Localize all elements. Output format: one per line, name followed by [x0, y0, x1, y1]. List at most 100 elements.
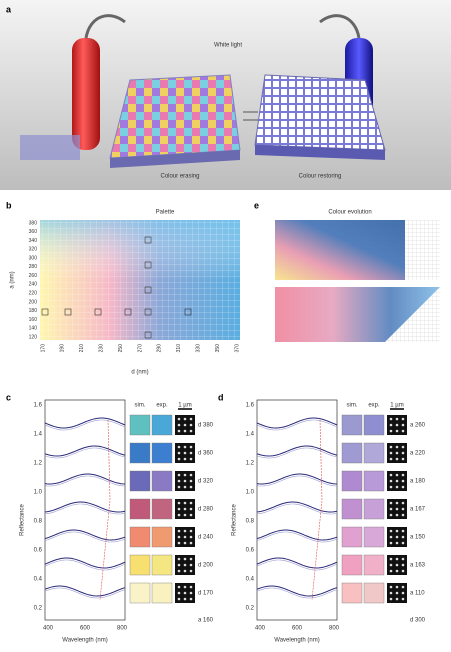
sem-dot [178, 486, 181, 489]
y-tick-label: 1.6 [34, 403, 43, 409]
row-label: a 163 [410, 563, 426, 569]
spectrum [45, 446, 125, 456]
y-tick-label: 1.0 [246, 490, 255, 496]
sim-swatch [342, 555, 362, 575]
y-tick-label: 320 [29, 247, 38, 253]
spectrum-exp [257, 476, 337, 486]
caption: Colour restoring [299, 174, 342, 180]
column-header: sim. [135, 403, 146, 409]
sem-dot [402, 418, 405, 421]
y-tick-label: 180 [29, 308, 38, 314]
y-axis-label: Reflectance [20, 503, 26, 535]
y-tick-label: 200 [29, 299, 38, 305]
x-axis-label: Wavelength (nm) [62, 638, 107, 644]
sem-dot [178, 480, 181, 483]
y-tick-label: 1.2 [34, 461, 43, 467]
sem-dot [184, 446, 187, 449]
sem-dot [178, 536, 181, 539]
sem-dot [396, 586, 399, 589]
sem-dot [402, 598, 405, 601]
sem-dot [190, 480, 193, 483]
y-axis-label: a (nm) [10, 271, 16, 288]
sem-dot [178, 564, 181, 567]
sem-dot [402, 558, 405, 561]
y-tick-label: 140 [29, 326, 38, 332]
sem-dot [396, 542, 399, 545]
x-tick-label: 170 [40, 344, 46, 353]
panel-label: b [6, 200, 12, 210]
sem-dot [190, 446, 193, 449]
sem-dot [184, 586, 187, 589]
sem-dot [396, 570, 399, 573]
x-axis-label: d (nm) [131, 370, 148, 376]
exp-swatch [364, 443, 384, 463]
sem-dot [184, 564, 187, 567]
exp-swatch [364, 583, 384, 603]
y-tick-label: 0.8 [34, 519, 43, 525]
y-tick-label: 0.6 [34, 548, 43, 554]
plot-frame [257, 400, 337, 620]
sem-dot [184, 452, 187, 455]
sim-swatch [130, 555, 150, 575]
sem-dot [390, 430, 393, 433]
x-tick-label: 270 [137, 344, 143, 353]
sem-dot [190, 502, 193, 505]
sem-dot [396, 502, 399, 505]
sem-dot [390, 508, 393, 511]
sem-dot [178, 458, 181, 461]
sem-dot [184, 530, 187, 533]
x-tick-label: 800 [117, 626, 128, 632]
sem-dot [390, 530, 393, 533]
sem-dot [190, 598, 193, 601]
red-cylinder [72, 38, 100, 150]
row-label: d 380 [198, 423, 214, 429]
sem-dot [178, 558, 181, 561]
sem-dot [190, 570, 193, 573]
sem-dot [178, 598, 181, 601]
column-header: 1 µm [178, 403, 191, 409]
exp-swatch [152, 527, 172, 547]
sem-dot [184, 536, 187, 539]
sem-dot [402, 486, 405, 489]
column-header: exp. [156, 403, 168, 409]
row-label: d 170 [198, 591, 214, 597]
sem-dot [402, 446, 405, 449]
exp-swatch [152, 471, 172, 491]
sem-dot [402, 458, 405, 461]
sem-dot [402, 592, 405, 595]
sem-dot [402, 542, 405, 545]
sim-swatch [130, 583, 150, 603]
sem-dot [390, 558, 393, 561]
spectrum [257, 558, 337, 568]
row-label: d 360 [198, 451, 214, 457]
sim-swatch [342, 471, 362, 491]
sem-dot [390, 542, 393, 545]
plot-frame [45, 400, 125, 620]
x-tick-label: 600 [292, 626, 303, 632]
x-tick-label: 330 [196, 344, 202, 353]
spectrum-exp [45, 560, 125, 570]
row-label: a 167 [410, 507, 426, 513]
sem-dot [178, 514, 181, 517]
sim-swatch [342, 583, 362, 603]
spectrum-exp [257, 588, 337, 598]
sem-dot [396, 514, 399, 517]
sem-dot [390, 480, 393, 483]
footer-label: d 300 [410, 618, 426, 624]
spectrum [257, 530, 337, 540]
sem-dot [396, 458, 399, 461]
sem-dot [184, 458, 187, 461]
x-tick-label: 190 [60, 344, 66, 353]
sem-dot [178, 424, 181, 427]
spectrum [257, 502, 337, 512]
sem-dot [390, 418, 393, 421]
sem-dot [184, 480, 187, 483]
sem-dot [190, 486, 193, 489]
y-tick-label: 0.4 [34, 577, 43, 583]
sem-dot [390, 452, 393, 455]
sem-dot [402, 480, 405, 483]
x-tick-label: 290 [157, 344, 163, 353]
x-tick-label: 600 [80, 626, 91, 632]
y-tick-label: 0.8 [246, 519, 255, 525]
sem-dot [178, 446, 181, 449]
